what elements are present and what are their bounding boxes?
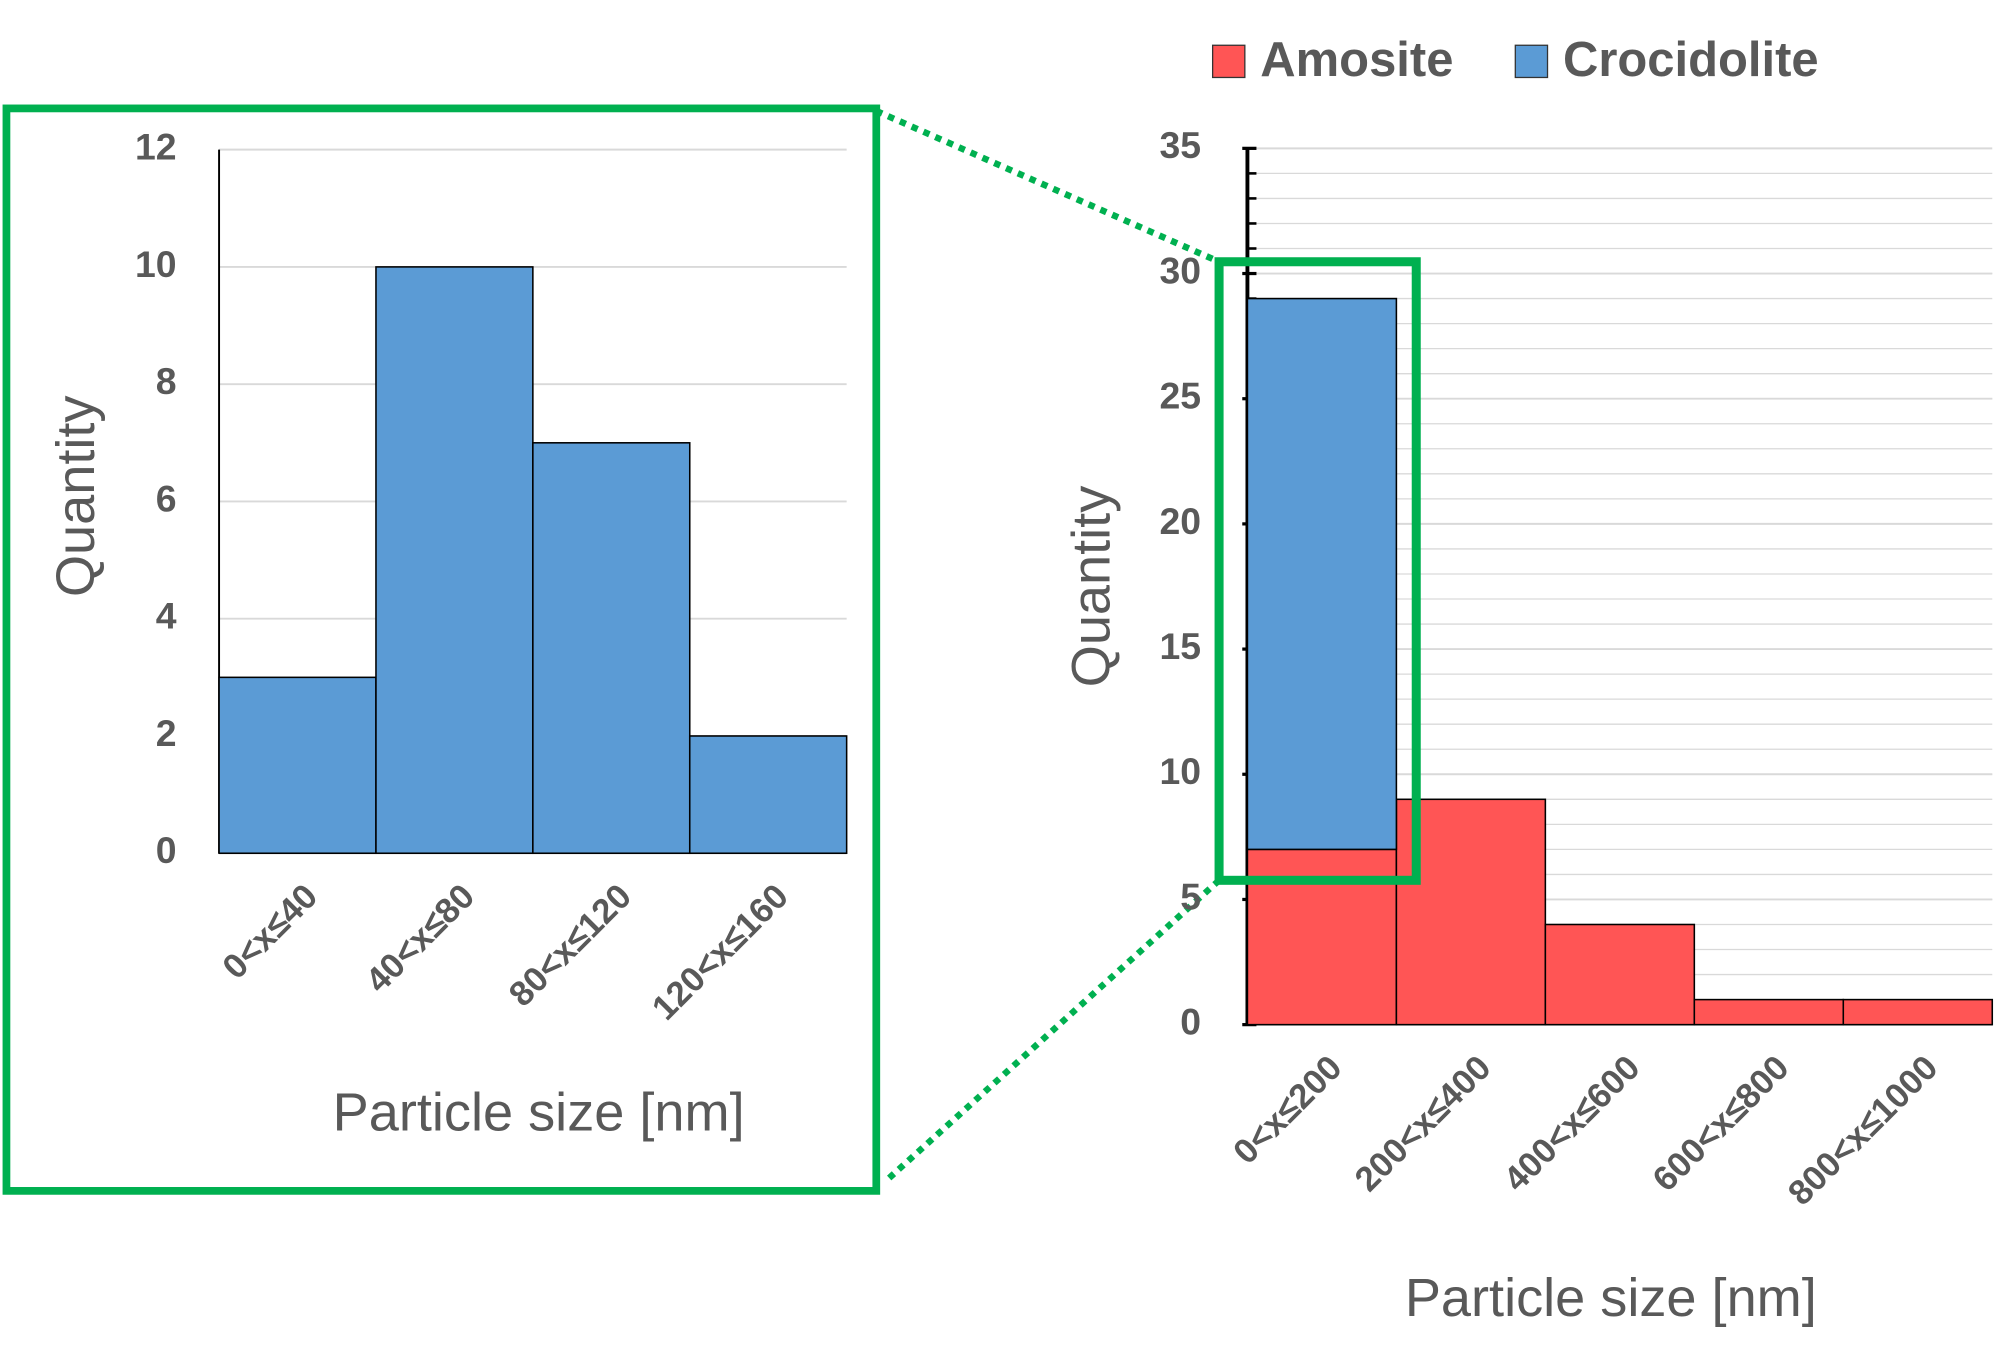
x-tick-label: 120<x≤160 <box>645 877 795 1027</box>
y-tick-label: 8 <box>156 360 177 402</box>
y-axis-title: Quantity <box>1062 486 1122 688</box>
bar-segment <box>1246 848 1398 1026</box>
y-tick-label: 25 <box>1159 375 1201 417</box>
y-tick-label: 10 <box>1159 750 1201 792</box>
y-axis-title: Quantity <box>46 396 106 598</box>
legend-label: Amosite <box>1260 33 1453 87</box>
bar-segment <box>1544 923 1696 1026</box>
bar-segment <box>1395 798 1547 1026</box>
x-axis-title: Particle size [nm] <box>333 1082 745 1142</box>
x-tick-label: 0<x≤200 <box>1226 1049 1349 1172</box>
y-tick-label: 12 <box>135 126 177 168</box>
zoom-frame <box>2 104 881 1195</box>
y-tick-label: 0 <box>156 829 177 871</box>
y-tick-label: 0 <box>1180 1001 1201 1043</box>
zoom-connector <box>874 108 1221 265</box>
y-tick-label: 15 <box>1159 625 1201 667</box>
y-tick-label: 2 <box>156 712 177 754</box>
charts: 0 2 4 6 8 10 12 Quantity Particle size [nm] 0<x≤4… <box>46 33 1994 1328</box>
bar <box>375 266 534 855</box>
y-tick-label: 35 <box>1159 124 1201 166</box>
bar-segment <box>1842 998 1994 1026</box>
x-tick-label: 800<x≤1000 <box>1781 1049 1945 1213</box>
bar <box>688 735 848 855</box>
bar <box>218 676 377 855</box>
y-tick-label: 4 <box>156 595 177 637</box>
y-tick-label: 5 <box>1180 875 1201 917</box>
x-tick-label: 600<x≤800 <box>1646 1049 1796 1199</box>
x-tick-label: 200<x≤400 <box>1348 1049 1498 1199</box>
x-axis-title: Particle size [nm] <box>1405 1268 1817 1328</box>
bar-segment <box>1246 297 1398 851</box>
legend-label: Crocidolite <box>1563 33 1819 87</box>
y-tick-label: 10 <box>135 243 177 285</box>
zoom-region <box>1214 257 1421 885</box>
y-tick-label: 20 <box>1159 500 1201 542</box>
bar <box>532 442 691 855</box>
x-tick-label: 40<x≤80 <box>359 877 482 1000</box>
x-tick-label: 400<x≤600 <box>1497 1049 1647 1199</box>
y-tick-label: 6 <box>156 477 177 519</box>
bar-segment <box>1693 998 1845 1026</box>
x-tick-label: 80<x≤120 <box>502 877 639 1014</box>
zoom-connector <box>887 877 1222 1181</box>
y-tick-label: 30 <box>1159 249 1201 291</box>
legend-swatch <box>1211 44 1246 79</box>
x-tick-label: 0<x≤40 <box>216 877 325 986</box>
legend-swatch <box>1514 44 1549 79</box>
